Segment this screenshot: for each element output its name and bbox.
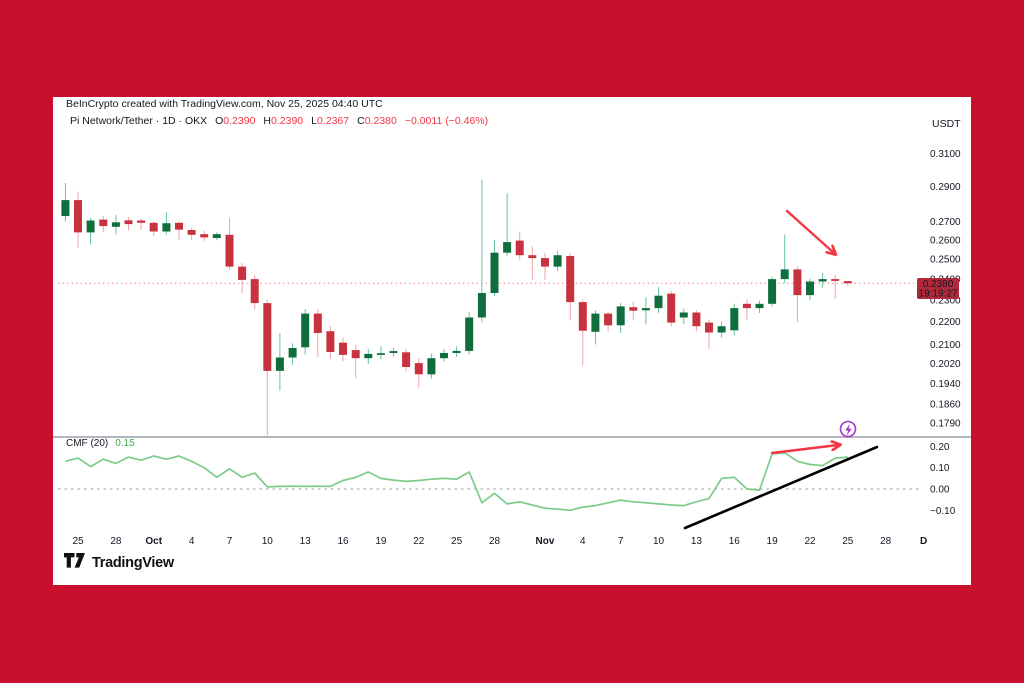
svg-text:28: 28 — [489, 536, 501, 547]
svg-text:0.2700: 0.2700 — [930, 217, 961, 228]
svg-text:13: 13 — [300, 536, 312, 547]
svg-text:0.1940: 0.1940 — [930, 379, 961, 390]
svg-text:0.2900: 0.2900 — [930, 182, 961, 193]
svg-text:0.20: 0.20 — [930, 442, 950, 453]
svg-text:4: 4 — [580, 536, 586, 547]
svg-text:25: 25 — [842, 536, 854, 547]
svg-text:0.2300: 0.2300 — [930, 295, 961, 306]
svg-text:0.2500: 0.2500 — [930, 255, 961, 266]
tradingview-logo-text: TradingView — [92, 555, 174, 571]
svg-text:0.1860: 0.1860 — [930, 400, 961, 411]
time-axis[interactable]: 25 28 Oct 4 7 10 13 16 19 22 25 28 Nov 4 7 10 13 16 19 22 25… — [72, 536, 927, 547]
svg-text:10: 10 — [262, 536, 274, 547]
svg-text:D: D — [920, 536, 927, 547]
svg-text:0.2100: 0.2100 — [930, 340, 961, 351]
svg-text:13: 13 — [691, 536, 703, 547]
svg-text:Nov: Nov — [536, 536, 555, 547]
svg-text:0.10: 0.10 — [930, 463, 950, 474]
price-arrow-annotation[interactable] — [785, 209, 834, 253]
svg-text:−0.10: −0.10 — [930, 506, 956, 517]
svg-text:19: 19 — [767, 536, 779, 547]
ohlc-close: C0.2380 — [357, 115, 397, 127]
svg-text:7: 7 — [227, 536, 233, 547]
lightning-icon[interactable] — [839, 420, 857, 438]
quote-currency-label: USDT — [932, 118, 961, 130]
symbol-title[interactable]: Pi Network/Tether · 1D · OKX — [70, 115, 208, 127]
svg-text:0.2380: 0.2380 — [923, 279, 954, 290]
indicator-value: 0.15 — [115, 438, 135, 449]
svg-text:28: 28 — [880, 536, 892, 547]
svg-text:10: 10 — [653, 536, 665, 547]
indicator-name[interactable]: CMF (20) — [66, 438, 109, 449]
svg-text:Oct: Oct — [145, 536, 162, 547]
svg-text:7: 7 — [618, 536, 624, 547]
tradingview-logo[interactable]: TradingView — [64, 553, 174, 573]
svg-text:0.2020: 0.2020 — [930, 359, 961, 370]
tradingview-logo-icon — [64, 553, 85, 573]
symbol-row: Pi Network/Tether · 1D · OKX O0.2390 H0.… — [70, 115, 488, 127]
ohlc-low: L0.2367 — [311, 115, 350, 127]
svg-text:22: 22 — [804, 536, 816, 547]
svg-text:19:19:27: 19:19:27 — [919, 289, 958, 300]
svg-text:0.2200: 0.2200 — [930, 317, 961, 328]
svg-text:0.3100: 0.3100 — [930, 149, 961, 160]
svg-text:0.00: 0.00 — [930, 485, 950, 496]
cmf-arrow-annotation[interactable] — [770, 445, 838, 455]
svg-text:16: 16 — [337, 536, 349, 547]
price-change: −0.0011 (−0.46%) — [404, 115, 489, 127]
ohlc-open: O0.2390 — [215, 115, 256, 127]
svg-text:19: 19 — [375, 536, 387, 547]
price-badge: 0.2380 19:19:27 — [917, 278, 959, 300]
svg-text:0.1790: 0.1790 — [930, 418, 961, 429]
svg-text:25: 25 — [451, 536, 463, 547]
cmf-line[interactable] — [65, 451, 848, 512]
watermark-text: BeInCrypto created with TradingView.com,… — [66, 98, 383, 110]
trendline-annotation[interactable] — [683, 445, 879, 530]
svg-text:0.2600: 0.2600 — [930, 235, 961, 246]
candles-layer[interactable] — [61, 179, 852, 436]
svg-text:28: 28 — [110, 536, 122, 547]
ohlc-high: H0.2390 — [263, 115, 304, 127]
svg-text:4: 4 — [189, 536, 195, 547]
indicator-axis[interactable]: 0.20 0.10 0.00 −0.10 — [930, 442, 956, 517]
svg-text:25: 25 — [72, 536, 84, 547]
svg-text:16: 16 — [729, 536, 741, 547]
svg-text:22: 22 — [413, 536, 425, 547]
indicator-row: CMF (20) 0.15 — [66, 438, 135, 449]
